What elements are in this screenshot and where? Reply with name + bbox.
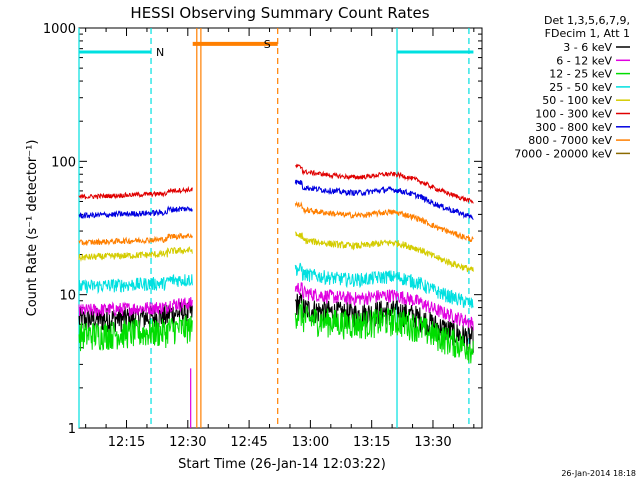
series-trace-pre [78,232,193,246]
series-trace-pre [78,273,193,295]
x-axis: 12:15 12:30 12:45 13:00 13:15 13:30 [85,28,475,450]
chart-title: HESSI Observing Summary Count Rates [130,4,429,22]
series-trace-post [294,179,474,220]
series-trace-pre [78,314,193,352]
annotation-label: S [264,38,271,51]
legend-entry-label: 25 - 50 keV [549,81,612,94]
series-layer [78,163,474,428]
x-tick-label: 13:30 [414,435,451,450]
y-axis-label: Count Rate (s⁻¹ detector⁻¹) [25,140,40,317]
x-tick-label: 12:30 [169,435,206,450]
legend-entry-label: 800 - 7000 keV [528,134,612,147]
legend-entry-label: 7000 - 20000 keV [514,147,612,160]
legend-entry-label: 300 - 800 keV [535,121,612,134]
series-trace-pre [78,297,193,317]
footer-timestamp: 26-Jan-2014 18:18 [561,469,636,478]
series-trace-post [294,293,474,353]
y-tick-label: 10 [59,289,76,304]
legend-entry-label: 50 - 100 keV [542,94,612,107]
legend-entry-label: 12 - 25 keV [549,68,612,81]
legend-entry-label: 6 - 12 keV [556,54,612,67]
annotation-label: N [156,46,164,59]
y-tick-label: 1 [68,422,76,437]
legend-entry-label: 3 - 6 keV [563,41,612,54]
series-trace-post [294,300,474,364]
series-trace-pre [78,246,193,263]
legend: Det 1,3,5,6,7,9, FDecim 1, Att 1 3 - 6 k… [514,14,630,160]
annotations-layer: NS [79,38,474,59]
y-tick-label: 100 [51,155,76,170]
series-trace-post [295,163,474,204]
series-trace-post [294,262,474,309]
series-trace-post [294,282,474,331]
series-trace-pre [78,205,193,219]
series-trace-pre [78,299,193,333]
series-trace-pre [78,185,193,200]
series-trace-post [294,231,474,273]
x-tick-label: 13:00 [292,435,329,450]
x-axis-label: Start Time (26-Jan-14 12:03:22) [178,457,386,472]
legend-header-line-1: Det 1,3,5,6,7,9, [544,14,630,27]
x-tick-label: 12:15 [108,435,145,450]
x-tick-label: 12:45 [230,435,267,450]
y-tick-label: 1000 [43,22,76,37]
legend-entry-label: 100 - 300 keV [535,108,612,121]
x-tick-label: 13:15 [353,435,390,450]
series-trace-post [294,201,474,243]
legend-header-line-2: FDecim 1, Att 1 [545,27,630,40]
